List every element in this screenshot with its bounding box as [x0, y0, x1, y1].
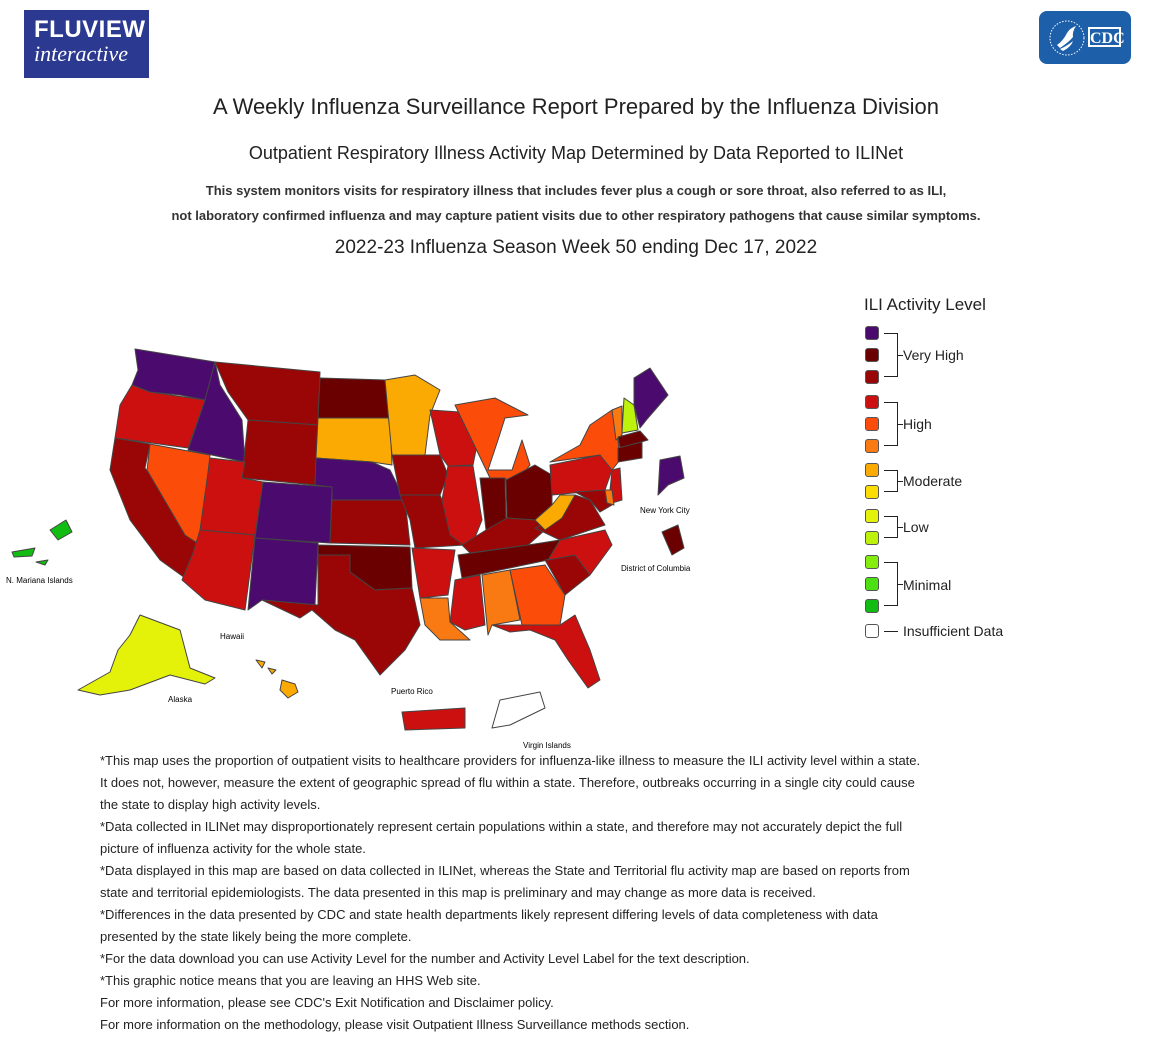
label-alaska: Alaska — [168, 695, 193, 704]
footnote-line: *Differences in the data presented by CD… — [100, 907, 878, 922]
footnote-line exit-notification-link[interactable]: For more information, please see CDC's E… — [100, 995, 554, 1010]
legend-swatch-level-2 — [865, 577, 879, 591]
map-footnotes: *This map uses the proportion of outpati… — [100, 750, 1020, 1036]
legend-swatch-level-1 — [865, 599, 879, 613]
legend-swatch-level-4 — [865, 531, 879, 545]
legend-bracket-high — [884, 402, 903, 446]
legend-bracket-minimal — [884, 562, 903, 606]
hhs-eagle-icon — [1049, 20, 1085, 56]
label-hawaii: Hawaii — [220, 632, 245, 641]
legend-label-low: Low — [903, 519, 929, 535]
legend-swatch-level-13 — [865, 326, 879, 340]
page-title: A Weekly Influenza Surveillance Report P… — [213, 94, 939, 119]
footnote-line: state and territorial epidemiologists. T… — [100, 885, 816, 900]
footnote-line: It does not, however, measure the extent… — [100, 775, 915, 790]
state-VT[interactable] — [611, 405, 623, 441]
state-MD[interactable] — [574, 489, 613, 513]
footnote-line: presented by the state likely being the … — [100, 929, 412, 944]
state-OR[interactable] — [114, 384, 206, 449]
system-description-line-2: not laboratory confirmed influenza and m… — [171, 208, 981, 223]
footnote-line: *This map uses the proportion of outpati… — [100, 753, 921, 768]
cdc-wordmark: CDC — [1088, 27, 1125, 47]
state-CO[interactable] — [254, 481, 333, 544]
fluview-logo[interactable]: FLUVIEW interactive — [24, 10, 149, 78]
state-WV[interactable] — [534, 494, 576, 531]
legend-label-very-high: Very High — [903, 347, 964, 363]
state-AR[interactable] — [411, 547, 456, 599]
legend-insufficient-dash — [884, 631, 898, 632]
label-puerto-rico: Puerto Rico — [391, 687, 433, 696]
footnote-line: picture of influenza activity for the wh… — [100, 841, 366, 856]
legend-bracket-moderate — [884, 470, 903, 492]
label-district-of-columbia: District of Columbia — [621, 564, 691, 573]
footnote-line: the state to display high activity level… — [100, 797, 321, 812]
legend-swatch-level-12 — [865, 348, 879, 362]
legend-label-insufficient-data: Insufficient Data — [903, 623, 1004, 639]
label-new-york-city: New York City — [640, 506, 690, 515]
state-IA[interactable] — [391, 454, 449, 496]
state-AL[interactable] — [481, 569, 521, 636]
legend-label-moderate: Moderate — [903, 473, 963, 489]
legend-bracket-low — [884, 516, 903, 538]
state-WY[interactable] — [241, 419, 319, 486]
state-HI[interactable] — [255, 659, 299, 699]
footnote-line methods-link[interactable]: For more information on the methodology,… — [100, 1017, 690, 1032]
ili-activity-map — [11, 348, 685, 731]
state-MA[interactable] — [617, 430, 649, 449]
state-FL[interactable] — [491, 614, 601, 689]
legend-swatch-level-10 — [865, 395, 879, 409]
footnote-line: *For the data download you can use Activ… — [100, 951, 750, 966]
state-MS[interactable] — [449, 574, 486, 631]
system-description-line-1: This system monitors visits for respirat… — [205, 183, 947, 198]
footnote-line: *This graphic notice means that you are … — [100, 973, 481, 988]
state-CT[interactable] — [617, 441, 643, 463]
state-KS[interactable] — [329, 499, 411, 546]
legend-label-high: High — [903, 416, 932, 432]
legend-swatch-level-9 — [865, 417, 879, 431]
state-LA[interactable] — [419, 597, 471, 641]
footnote-line: *Data collected in ILINet may disproport… — [100, 819, 903, 834]
fluview-logo-subtext: interactive — [34, 41, 129, 66]
legend-swatch-level-11 — [865, 370, 879, 384]
legend-swatch-level-3 — [865, 555, 879, 569]
state-NM[interactable] — [247, 537, 319, 611]
legend-title: ILI Activity Level — [864, 295, 986, 314]
map-subtitle: Outpatient Respiratory Illness Activity … — [248, 143, 904, 163]
label-n-mariana-islands: N. Mariana Islands — [6, 576, 73, 585]
territory-PR[interactable] — [401, 707, 466, 731]
state-DE[interactable] — [604, 489, 615, 506]
state-ME[interactable] — [633, 367, 669, 429]
footnote-line: *Data displayed in this map are based on… — [100, 863, 910, 878]
legend-swatch-level-7 — [865, 463, 879, 477]
state-NY[interactable] — [549, 409, 621, 471]
cdc-logo[interactable]: CDC — [1039, 11, 1131, 64]
season-week-title: 2022-23 Influenza Season Week 50 ending … — [334, 237, 818, 258]
legend-swatch-level-6 — [865, 485, 879, 499]
district-DC[interactable] — [661, 524, 685, 556]
territory-VI[interactable] — [491, 691, 546, 729]
legend-label-minimal: Minimal — [903, 577, 952, 593]
state-SD[interactable] — [315, 417, 393, 466]
legend-swatch-insufficient — [865, 624, 879, 638]
territory-MP[interactable] — [11, 519, 73, 566]
fluview-logo-text: FLUVIEW — [34, 16, 146, 43]
state-NV[interactable] — [146, 443, 211, 546]
state-AK[interactable] — [77, 614, 216, 696]
state-TX[interactable] — [261, 554, 421, 676]
city-NYC[interactable] — [657, 455, 685, 496]
legend-swatch-level-8 — [865, 439, 879, 453]
label-virgin-islands: Virgin Islands — [523, 741, 571, 750]
legend-swatch-level-5 — [865, 509, 879, 523]
state-ND[interactable] — [317, 377, 391, 419]
legend-bracket-very-high — [884, 333, 903, 377]
state-GA[interactable] — [509, 564, 566, 626]
